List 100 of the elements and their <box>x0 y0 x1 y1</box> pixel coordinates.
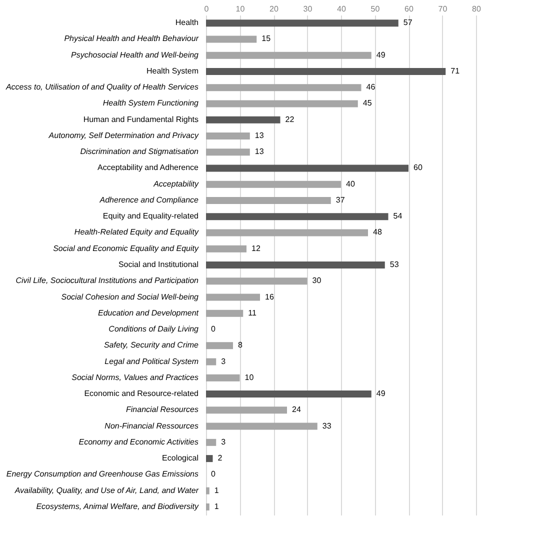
y-tick-label: Financial Resources <box>126 405 198 414</box>
x-tick-label: 20 <box>270 4 279 14</box>
y-tick-label: Adherence and Compliance <box>98 195 200 204</box>
data-label: 11 <box>248 308 257 318</box>
y-tick-label: Health System Functioning <box>102 98 200 108</box>
data-label: 46 <box>366 82 376 92</box>
y-tick-label: Health <box>175 18 198 28</box>
bar <box>206 438 216 446</box>
y-tick-label: Physical Health and Health Behaviour <box>64 34 199 44</box>
y-tick-label: Health System <box>146 66 199 76</box>
data-label: 49 <box>376 50 386 60</box>
bar <box>206 84 362 92</box>
bar <box>206 245 246 252</box>
data-label: 3 <box>221 437 226 446</box>
bar <box>206 20 398 27</box>
bar <box>206 390 372 398</box>
bar <box>206 342 233 350</box>
bar <box>206 310 244 317</box>
data-label: 13 <box>254 130 264 140</box>
x-tick-label: 0 <box>204 4 210 14</box>
x-tick-label: 40 <box>337 4 346 14</box>
data-label: 53 <box>390 260 400 269</box>
y-tick-label: Social Norms, Values and Practices <box>72 372 198 382</box>
data-label: 0 <box>211 470 216 479</box>
data-label: 54 <box>393 212 403 221</box>
y-tick-label: Human and Fundamental Rights <box>83 114 198 124</box>
data-label: 45 <box>362 98 372 108</box>
bar <box>206 229 368 236</box>
bar <box>206 358 216 366</box>
y-tick-label: Acceptability and Adherence <box>98 163 200 172</box>
bar <box>206 164 408 172</box>
bar <box>206 132 250 140</box>
y-tick-label: Autonomy, Self Determination and Privacy <box>48 130 200 140</box>
x-tick-label: 10 <box>236 4 246 14</box>
bar <box>206 196 331 204</box>
x-tick-label: 70 <box>438 4 448 14</box>
bar <box>206 100 358 108</box>
bar <box>206 455 213 462</box>
x-tick-label: 60 <box>404 4 414 14</box>
y-tick-label: Education and Development <box>98 308 200 318</box>
x-tick-label: 50 <box>370 4 380 14</box>
y-tick-label: Acceptability <box>152 179 200 188</box>
y-tick-label: Conditions of Daily Living <box>108 324 200 334</box>
bar <box>206 116 280 124</box>
y-tick-label: Discrimination and Stigmatisation <box>80 147 200 156</box>
y-tick-label: Legal and Political System <box>104 356 199 366</box>
data-label: 37 <box>336 195 346 204</box>
data-label: 1 <box>214 502 220 511</box>
bar <box>206 294 260 301</box>
y-tick-label: Energy Consumption and Greenhouse Gas Emissions <box>6 470 198 479</box>
data-label: 1 <box>214 486 220 495</box>
y-tick-label: Equity and Equality-related <box>102 212 198 221</box>
data-label: 48 <box>373 228 382 237</box>
data-label: 40 <box>346 179 356 188</box>
data-label: 71 <box>450 66 460 76</box>
y-tick-label: Economy and Economic Activities <box>78 437 198 446</box>
data-label: 3 <box>221 356 226 366</box>
y-tick-label: Economic and Resource-related <box>84 389 198 398</box>
y-tick-label: Access to, Utilisation of and Quality of Health Services <box>4 82 198 92</box>
y-tick-label: Psychosocial Health and Well-being <box>71 50 200 60</box>
data-label: 8 <box>238 340 243 350</box>
data-label: 33 <box>322 421 332 430</box>
y-tick-label: Social and Economic Equality and Equity <box>53 244 200 253</box>
x-tick-label: 30 <box>303 4 313 14</box>
y-tick-label: Safety, Security and Crime <box>104 340 200 350</box>
bar <box>206 406 287 414</box>
data-label: 10 <box>244 372 254 382</box>
data-label: 12 <box>252 244 261 253</box>
bar <box>206 262 385 268</box>
data-label: 60 <box>414 163 423 172</box>
y-tick-label: Social and Institutional <box>118 260 199 269</box>
data-label: 13 <box>254 147 264 156</box>
y-tick-label: Availability, Quality, and Use of Air, Land, and Water <box>14 486 199 495</box>
data-label: 0 <box>211 324 216 334</box>
data-label: 16 <box>265 292 274 302</box>
y-tick-label: Social Cohesion and Social Well-being <box>61 292 200 302</box>
bar <box>206 487 210 494</box>
bar <box>206 422 318 430</box>
y-tick-label: Health-Related Equity and Equality <box>74 228 200 237</box>
y-tick-label: Civil Life, Sociocultural Institutions and Participation <box>16 276 200 286</box>
data-label: 22 <box>285 114 295 124</box>
bar <box>206 278 308 285</box>
bar <box>206 213 388 220</box>
bar <box>206 374 240 382</box>
bar <box>206 148 250 156</box>
bar <box>206 503 210 510</box>
data-label: 15 <box>262 34 272 44</box>
bar <box>206 36 257 43</box>
data-label: 30 <box>312 276 322 286</box>
data-label: 57 <box>403 18 413 28</box>
x-tick-label: 80 <box>472 4 482 14</box>
bar <box>206 52 372 59</box>
y-tick-label: Non-Financial Ressources <box>104 421 198 430</box>
y-tick-label: Ecological <box>162 454 199 463</box>
data-label: 49 <box>376 389 386 398</box>
data-label: 24 <box>292 405 302 414</box>
bar <box>206 180 341 188</box>
data-label: 2 <box>218 454 223 463</box>
y-tick-label: Ecosystems, Animal Welfare, and Biodiversity <box>36 502 200 511</box>
bar <box>206 68 446 75</box>
